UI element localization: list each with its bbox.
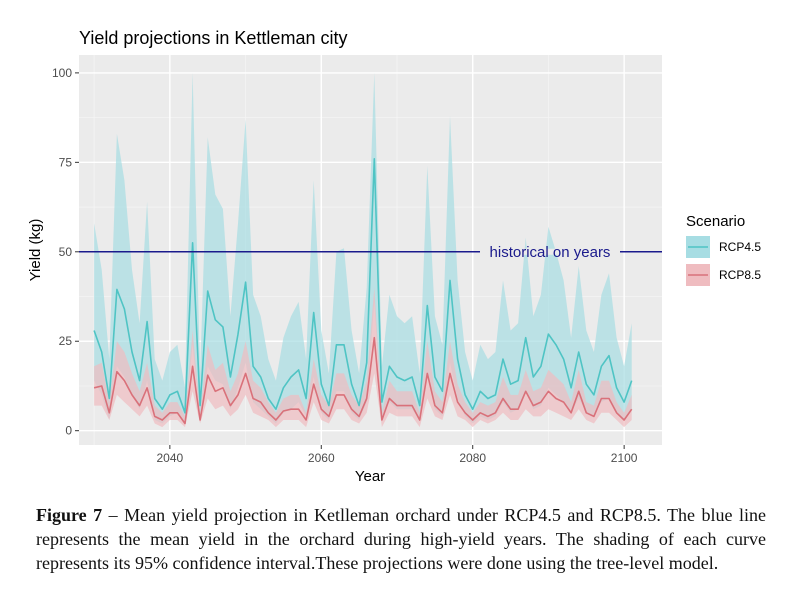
x-axis-ticks: 2040 2060 2080 2100: [157, 445, 638, 465]
y-tick-label: 25: [59, 334, 73, 348]
legend-label-rcp45: RCP4.5: [719, 240, 761, 254]
x-tick-label: 2040: [157, 451, 184, 465]
y-tick-label: 50: [59, 245, 73, 259]
figure-label: Figure 7: [36, 505, 103, 525]
x-tick-label: 2060: [308, 451, 335, 465]
y-tick-label: 100: [52, 66, 72, 80]
band-rcp45: [94, 72, 632, 424]
line-rcp45: [93, 158, 633, 414]
reference-label-background: [480, 248, 620, 255]
x-axis-title: Year: [355, 468, 385, 485]
chart-title: Yield projections in Kettleman city: [79, 28, 347, 48]
y-tick-label: 0: [65, 424, 72, 438]
legend-label-rcp85: RCP8.5: [719, 268, 761, 282]
legend-title: Scenario: [686, 213, 745, 230]
series-lines: [93, 158, 633, 425]
x-tick-label: 2100: [611, 451, 638, 465]
confidence-bands: [94, 72, 632, 428]
y-axis-ticks: 0 25 50 75 100: [52, 66, 79, 438]
yield-chart: Yield projections in Kettleman city hist…: [27, 28, 761, 485]
legend: RCP4.5 RCP8.5: [686, 236, 761, 286]
band-rcp85: [94, 287, 632, 428]
line-rcp85: [93, 336, 633, 425]
y-axis-title: Yield (kg): [27, 219, 44, 282]
figure-caption: Figure 7 – Mean yield projection in Ketl…: [36, 503, 766, 575]
y-tick-label: 75: [59, 155, 73, 169]
reference-line-label: historical on years: [490, 244, 611, 261]
figure-caption-text: – Mean yield projection in Ketlleman orc…: [36, 505, 766, 573]
x-tick-label: 2080: [459, 451, 486, 465]
